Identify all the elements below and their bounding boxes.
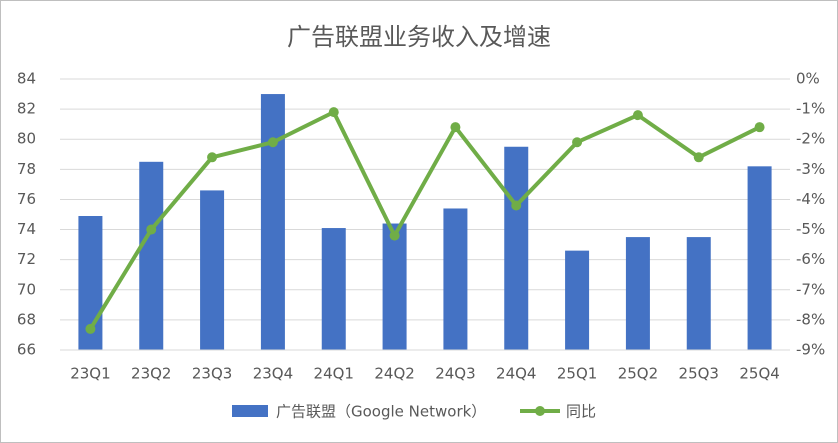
x-tick-label: 25Q1 — [557, 365, 597, 383]
bar — [747, 166, 772, 350]
y-tick-label: 80 — [17, 130, 36, 148]
line-marker — [207, 152, 218, 163]
y2-tick-label: -8% — [796, 310, 825, 328]
y-tick-label: 72 — [17, 250, 36, 268]
y-tick-label: 78 — [17, 160, 36, 178]
bar — [139, 161, 164, 350]
y2-tick-label: -9% — [796, 341, 825, 359]
bar — [565, 250, 590, 350]
y2-tick-label: -4% — [796, 190, 825, 208]
line-marker — [572, 137, 583, 148]
y-tick-label: 82 — [17, 100, 36, 118]
legend-label: 广告联盟（Google Network） — [276, 403, 486, 421]
line-marker — [267, 137, 278, 148]
y-tick-label: 76 — [17, 190, 36, 208]
bar — [504, 146, 529, 350]
x-tick-label: 24Q1 — [314, 365, 354, 383]
line-marker — [389, 230, 400, 241]
bar — [200, 190, 225, 350]
y-tick-label: 74 — [17, 220, 36, 238]
y2-tick-label: -3% — [796, 160, 825, 178]
x-tick-label: 24Q3 — [435, 365, 475, 383]
line-marker — [450, 122, 461, 133]
line-marker — [85, 323, 96, 334]
x-tick-label: 24Q2 — [374, 365, 414, 383]
line-marker — [693, 152, 704, 163]
x-tick-label: 24Q4 — [496, 365, 536, 383]
legend-swatch — [232, 405, 268, 417]
bar — [625, 237, 650, 350]
x-tick-label: 25Q3 — [679, 365, 719, 383]
line-marker — [632, 110, 643, 121]
y2-tick-label: -5% — [796, 220, 825, 238]
y2-tick-label: -6% — [796, 250, 825, 268]
y2-tick-label: 0% — [796, 70, 820, 88]
chart-title: 广告联盟业务收入及增速 — [287, 23, 551, 51]
x-tick-label: 23Q3 — [192, 365, 232, 383]
y2-tick-label: -2% — [796, 130, 825, 148]
legend-swatch — [535, 406, 545, 416]
bar — [686, 237, 711, 350]
line-marker — [328, 107, 339, 118]
x-tick-label: 23Q1 — [70, 365, 110, 383]
line-marker — [146, 224, 157, 235]
y-tick-label: 68 — [17, 310, 36, 328]
line-marker — [511, 200, 522, 211]
x-tick-label: 23Q2 — [131, 365, 171, 383]
y2-tick-label: -1% — [796, 100, 825, 118]
y-tick-label: 70 — [17, 280, 36, 298]
bar — [443, 208, 468, 350]
bar — [382, 223, 407, 350]
y2-tick-label: -7% — [796, 280, 825, 298]
x-tick-label: 25Q2 — [618, 365, 658, 383]
line-marker — [754, 122, 765, 133]
y-tick-label: 84 — [17, 70, 36, 88]
bar — [321, 228, 346, 350]
legend-label: 同比 — [566, 403, 596, 421]
y-tick-label: 66 — [17, 341, 36, 359]
x-tick-label: 25Q4 — [739, 365, 779, 383]
line — [88, 110, 761, 330]
x-tick-label: 23Q4 — [253, 365, 293, 383]
bar — [260, 94, 285, 350]
